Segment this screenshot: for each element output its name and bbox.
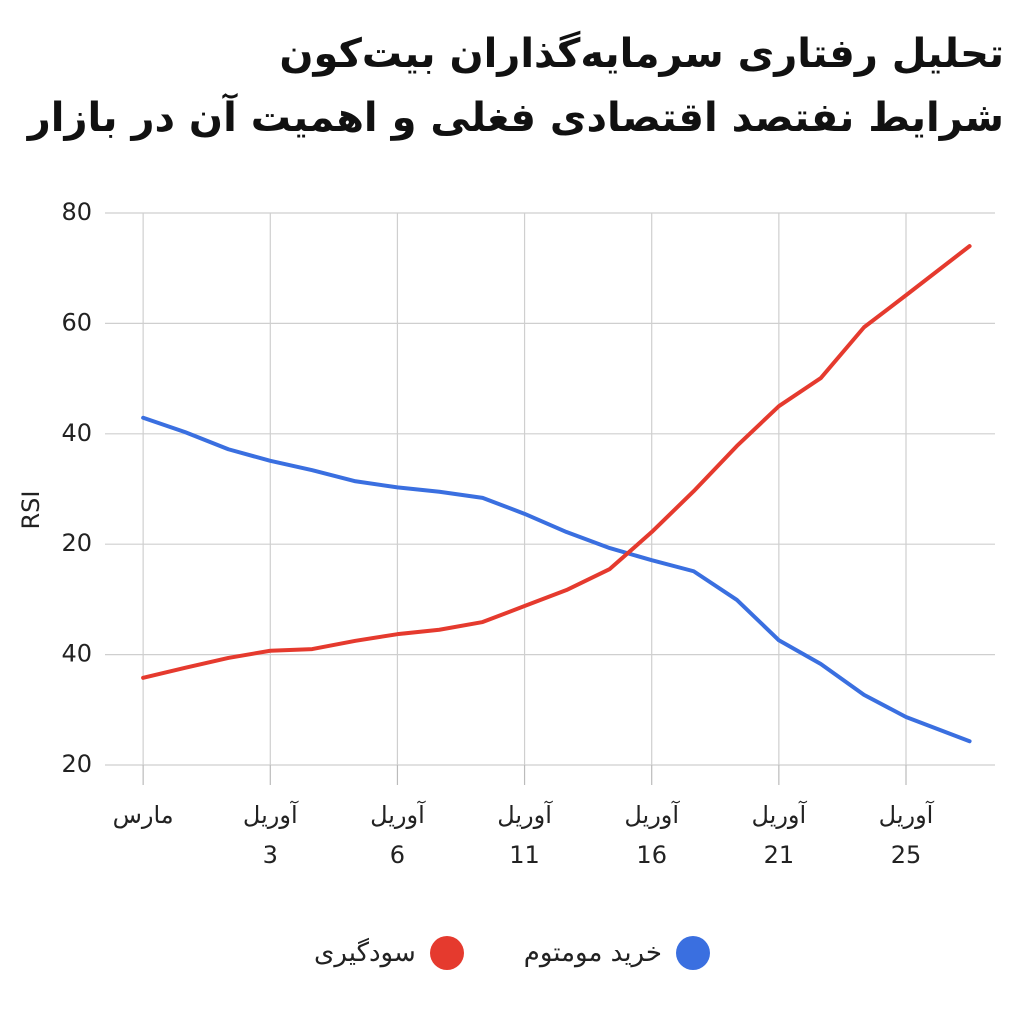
y-tick-label: 40 bbox=[61, 419, 92, 447]
legend-swatch bbox=[675, 936, 710, 970]
legend: خرید مومتوم سودگیری bbox=[0, 936, 1024, 970]
legend-item: خرید مومتوم bbox=[524, 936, 710, 970]
series-line bbox=[141, 244, 972, 680]
x-tick-label: آوریل 25 bbox=[878, 801, 934, 869]
y-tick-label: 80 bbox=[61, 198, 92, 226]
x-tick-label: آوریل 16 bbox=[624, 801, 680, 869]
x-tick-label: آوریل 3 bbox=[242, 801, 298, 869]
legend-label: سودگیری bbox=[314, 938, 416, 968]
y-axis-label: RSI bbox=[17, 491, 45, 530]
series-line bbox=[141, 415, 972, 744]
x-tick-label: آوریل 11 bbox=[497, 801, 552, 869]
x-tick-label: آوریل 21 bbox=[751, 801, 807, 869]
y-tick-label: 60 bbox=[61, 308, 92, 336]
y-tick-label: 20 bbox=[61, 750, 92, 778]
y-tick-label: 20 bbox=[61, 529, 92, 557]
x-tick-label: مارس bbox=[112, 801, 174, 829]
x-tick-label: آوریل 6 bbox=[370, 801, 425, 869]
legend-label: خرید مومتوم bbox=[523, 938, 662, 968]
chart-title: تحلیل رفتاری سرمایه‌گذاران بیت‌کون شرایط… bbox=[27, 31, 1004, 141]
legend-item: سودگیری bbox=[314, 936, 464, 970]
y-tick-label: 40 bbox=[61, 640, 92, 668]
legend-swatch bbox=[429, 936, 464, 970]
